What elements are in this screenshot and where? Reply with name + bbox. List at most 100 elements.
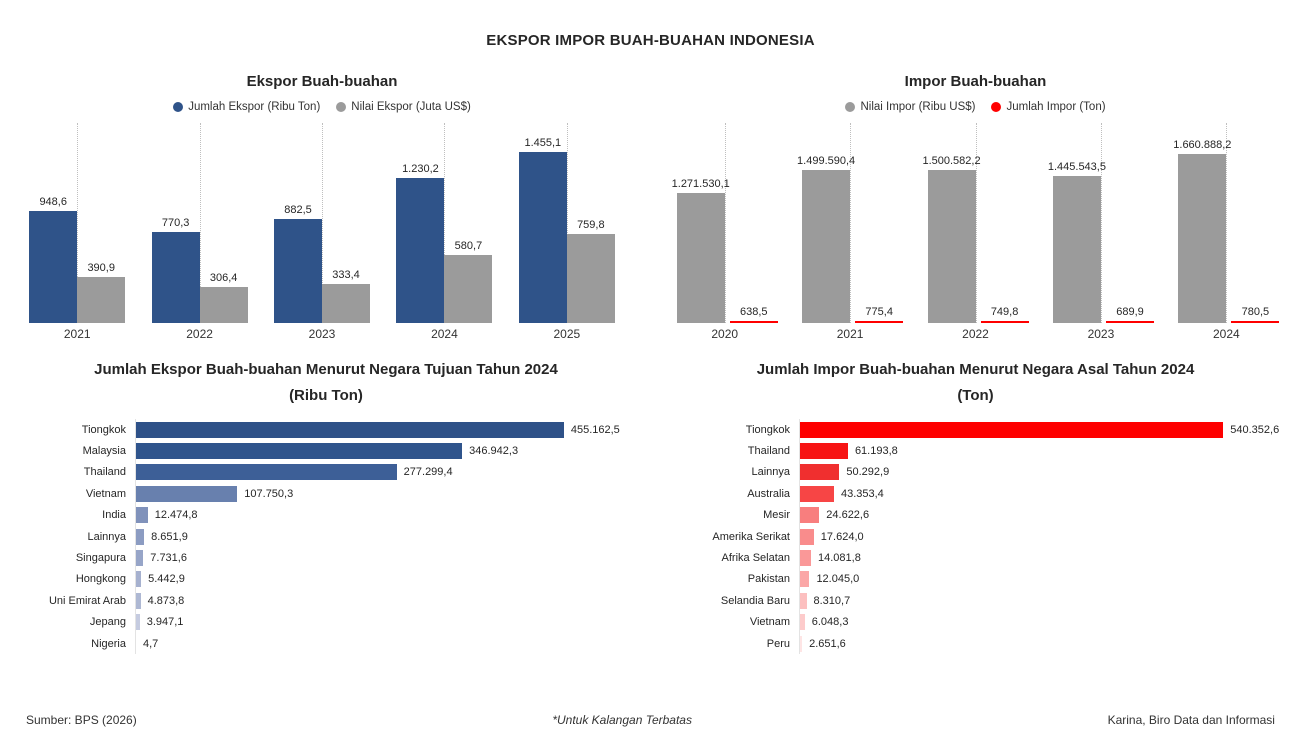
category-label: 2023 xyxy=(1087,327,1115,341)
country-label: Pakistan xyxy=(747,573,790,586)
bar xyxy=(322,283,371,323)
bar xyxy=(800,421,1224,438)
bar-track: 455.162,5 xyxy=(135,419,636,441)
category-label: 2022 xyxy=(962,327,989,341)
bar-pair: 882,5 333,4 xyxy=(261,123,383,323)
bar-value-label: 3.947,1 xyxy=(146,616,184,629)
bar xyxy=(980,321,1029,323)
country-row: Amerika Serikat 17.624,0 xyxy=(662,525,1289,548)
bar-value-label: 277.299,4 xyxy=(403,466,453,479)
bar-value-label: 540.352,6 xyxy=(1230,423,1280,436)
bar-column: 749,8 xyxy=(980,306,1029,323)
bar xyxy=(136,464,397,481)
bar-track: 107.750,3 xyxy=(135,483,636,505)
bar xyxy=(676,193,725,323)
bar xyxy=(800,635,803,652)
category-label: 2021 xyxy=(836,327,864,341)
bar-pair: 1.660.888,2 780,5 xyxy=(1164,123,1289,323)
bar xyxy=(800,507,820,524)
chart-subtitle: (Ribu Ton) xyxy=(289,387,363,404)
country-label: Lainnya xyxy=(87,530,126,543)
bar-track: 8.310,7 xyxy=(799,590,1289,612)
plot-area: Tiongkok 540.352,6 Thailand 61.193,8 Lainnya… xyxy=(662,419,1289,655)
bar-column: 1.230,2 xyxy=(396,163,445,323)
legend-swatch-circle xyxy=(336,102,347,112)
category-label: 2021 xyxy=(63,327,91,341)
bar-value-label: 50.292,9 xyxy=(846,466,890,479)
gridline xyxy=(975,123,977,323)
country-row: Mesir 24.622,6 xyxy=(662,504,1289,526)
plot-area: Tiongkok 455.162,5 Malaysia 346.942,3 Thaila… xyxy=(16,419,636,655)
gridline xyxy=(566,123,568,323)
country-label: India xyxy=(102,509,126,522)
category-group: 1.271.530,1 638,5 xyxy=(662,123,787,323)
legend-item: Jumlah Impor (Ton) xyxy=(991,101,1106,113)
bar xyxy=(800,528,814,545)
country-row: Malaysia 346.942,3 xyxy=(16,440,636,462)
country-row: Tiongkok 455.162,5 xyxy=(16,419,636,441)
category-label: 2024 xyxy=(431,327,458,341)
chart-subtitle: (Ton) xyxy=(957,387,994,404)
bar-value-label: 780,5 xyxy=(1241,306,1270,318)
bar xyxy=(729,321,778,323)
bar-value-label: 580,7 xyxy=(454,239,483,252)
bar-value-label: 7.731,6 xyxy=(150,552,187,565)
country-label: Uni Emirat Arab xyxy=(48,594,126,607)
legend-label: Jumlah Impor (Ton) xyxy=(1006,101,1106,113)
bar-value-label: 882,5 xyxy=(284,204,312,217)
category-group: 1.230,2 580,7 xyxy=(383,123,505,323)
bar-track: 3.947,1 xyxy=(135,611,636,633)
bar-track: 14.081,8 xyxy=(799,547,1289,569)
bar-value-label: 4,7 xyxy=(143,637,159,650)
bar xyxy=(136,614,140,631)
bar-value-label: 775,4 xyxy=(865,306,893,318)
bar-value-label: 1.500.582,2 xyxy=(922,154,981,167)
export-yearly-chart: Ekspor Buah-buahan Jumlah Ekspor (Ribu T… xyxy=(16,73,628,341)
import-yearly-chart: Impor Buah-buahan Nilai Impor (Ribu US$)… xyxy=(662,73,1289,341)
legend-label: Nilai Impor (Ribu US$) xyxy=(860,101,976,113)
legend-label: Nilai Ekspor (Juta US$) xyxy=(351,101,471,113)
bar-column: 759,8 xyxy=(566,219,615,323)
bar-track: 6.048,3 xyxy=(799,611,1289,633)
bar-value-label: 1.271.530,1 xyxy=(671,178,730,191)
bar-value-label: 306,4 xyxy=(209,272,238,284)
bar-value-label: 5.442,9 xyxy=(148,573,185,586)
category-group: 1.499.590,4 775,4 xyxy=(787,123,912,323)
bar xyxy=(1052,175,1101,323)
country-row: Pakistan 12.045,0 xyxy=(662,568,1289,591)
gridline xyxy=(724,123,726,323)
bar-column: 306,4 xyxy=(199,272,248,323)
page-title: EKSPOR IMPOR BUAH-BUAHAN INDONESIA xyxy=(486,32,815,49)
bar xyxy=(136,421,564,438)
bar-value-label: 770,3 xyxy=(161,217,190,230)
bar-column: 1.271.530,1 xyxy=(672,178,730,323)
country-label: Afrika Selatan xyxy=(721,552,790,565)
bar-track: 50.292,9 xyxy=(799,461,1289,484)
footer: Sumber: BPS (2026) *Untuk Kalangan Terba… xyxy=(26,713,1275,727)
country-row: Australia 43.353,4 xyxy=(662,483,1289,505)
bar xyxy=(800,614,805,631)
bar xyxy=(802,170,851,323)
source-text: Sumber: BPS (2026) xyxy=(26,713,137,727)
bar xyxy=(151,232,200,323)
bar-pair: 1.500.582,2 749,8 xyxy=(913,123,1038,323)
bar-track: 346.942,3 xyxy=(135,440,636,462)
bar-pair: 770,3 306,4 xyxy=(138,123,260,323)
category-group: 1.445.543,5 689,9 xyxy=(1038,123,1163,323)
legend: Jumlah Ekspor (Ribu Ton) Nilai Ekspor (Ju… xyxy=(16,101,628,113)
country-label: Amerika Serikat xyxy=(712,530,790,543)
country-row: Thailand 61.193,8 xyxy=(662,440,1289,462)
country-row: Vietnam 6.048,3 xyxy=(662,611,1289,633)
category-axis: 2021 2022 2023 2024 2025 xyxy=(16,327,628,341)
country-label: Tiongkok xyxy=(745,423,790,436)
country-label: Hongkong xyxy=(75,573,126,586)
category-group: 1.455,1 759,8 xyxy=(506,123,628,323)
bar xyxy=(800,443,848,460)
country-row: Tiongkok 540.352,6 xyxy=(662,419,1289,441)
bar-value-label: 6.048,3 xyxy=(811,616,849,629)
chart-title: Jumlah Ekspor Buah-buahan Menurut Negara… xyxy=(94,361,558,378)
legend-item: Nilai Ekspor (Juta US$) xyxy=(336,101,471,113)
gridline xyxy=(850,123,852,323)
category-label: 2020 xyxy=(711,327,739,341)
